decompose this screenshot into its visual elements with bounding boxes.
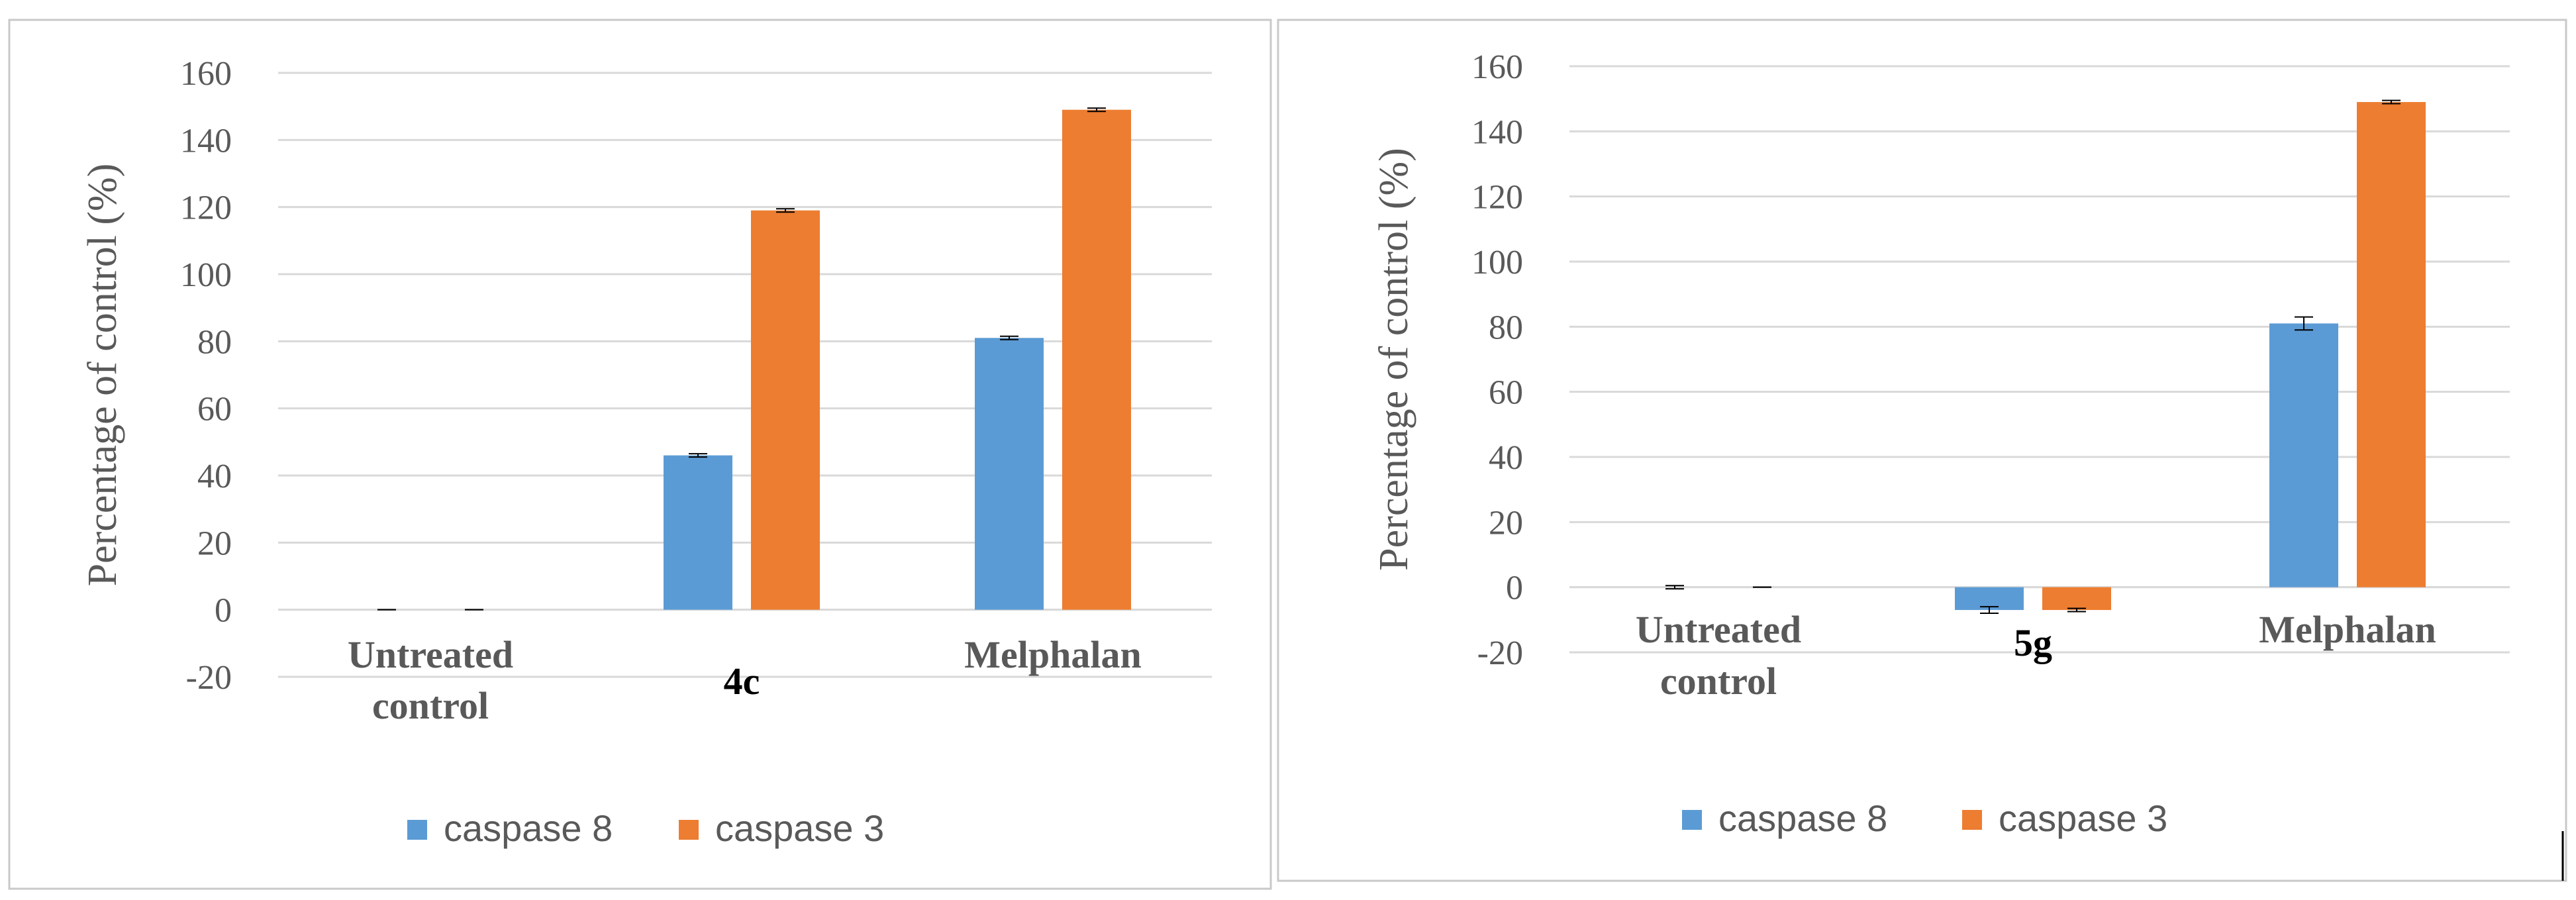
- y-tick-label: 0: [1506, 570, 1523, 607]
- legend-label: caspase 3: [715, 807, 884, 849]
- y-tick-label: 20: [197, 525, 232, 562]
- chart-frame: [8, 19, 1272, 890]
- y-tick-label: 160: [180, 55, 232, 93]
- bar-caspase-8: [975, 338, 1044, 610]
- y-tick-label: 0: [215, 592, 232, 630]
- bar-caspase-3: [751, 210, 820, 610]
- legend-swatch: [407, 820, 427, 840]
- y-tick-label: -20: [1477, 634, 1523, 672]
- x-tick-label: Melphalan: [2259, 608, 2436, 651]
- bar-caspase-3: [2042, 587, 2111, 611]
- y-tick-label: 140: [180, 122, 232, 160]
- x-tick-label: 5g: [2014, 621, 2052, 664]
- y-tick-label: 120: [180, 189, 232, 227]
- y-tick-label: 60: [1489, 374, 1523, 412]
- legend-swatch: [1682, 810, 1702, 830]
- y-tick-label: 60: [197, 391, 232, 428]
- y-tick-label: 100: [180, 256, 232, 294]
- legend-label: caspase 8: [1718, 797, 1887, 839]
- y-tick-label: 140: [1471, 113, 1523, 151]
- bar-caspase-3: [2357, 102, 2426, 587]
- x-tick-label: Untreated: [348, 633, 513, 676]
- y-axis-label: Percentage of control (%): [80, 164, 125, 587]
- y-tick-label: 40: [197, 458, 232, 495]
- y-tick-label: 100: [1471, 244, 1523, 281]
- x-tick-label: control: [1660, 660, 1777, 703]
- y-tick-label: -20: [186, 659, 232, 697]
- y-tick-label: 40: [1489, 439, 1523, 477]
- legend-swatch: [1962, 810, 1982, 830]
- y-tick-label: 80: [197, 323, 232, 361]
- x-tick-label: control: [372, 684, 489, 727]
- chart-1: -20 0 20 40 60 80 100 120 140 160 Percentage of co…: [8, 19, 1272, 890]
- chart-2: -20 0 20 40 60 80 100 120 140 160 Percentage of co…: [1277, 19, 2567, 882]
- legend-label: caspase 3: [1999, 797, 2167, 839]
- bar-caspase-3: [1062, 109, 1131, 610]
- bar-caspase-8: [2269, 323, 2338, 587]
- x-tick-label: Untreated: [1636, 608, 1801, 651]
- chart-frame: [1277, 19, 2567, 882]
- y-tick-label: 80: [1489, 309, 1523, 346]
- legend-swatch: [679, 820, 699, 840]
- y-tick-label: 20: [1489, 504, 1523, 542]
- y-axis-label: Percentage of control (%): [1371, 148, 1416, 571]
- y-tick-label: 160: [1471, 48, 1523, 86]
- bar-caspase-8: [664, 455, 732, 610]
- y-tick-label: 120: [1471, 179, 1523, 217]
- legend-label: caspase 8: [444, 807, 613, 849]
- x-tick-label: Melphalan: [964, 633, 1142, 676]
- x-tick-label: 4c: [724, 660, 760, 703]
